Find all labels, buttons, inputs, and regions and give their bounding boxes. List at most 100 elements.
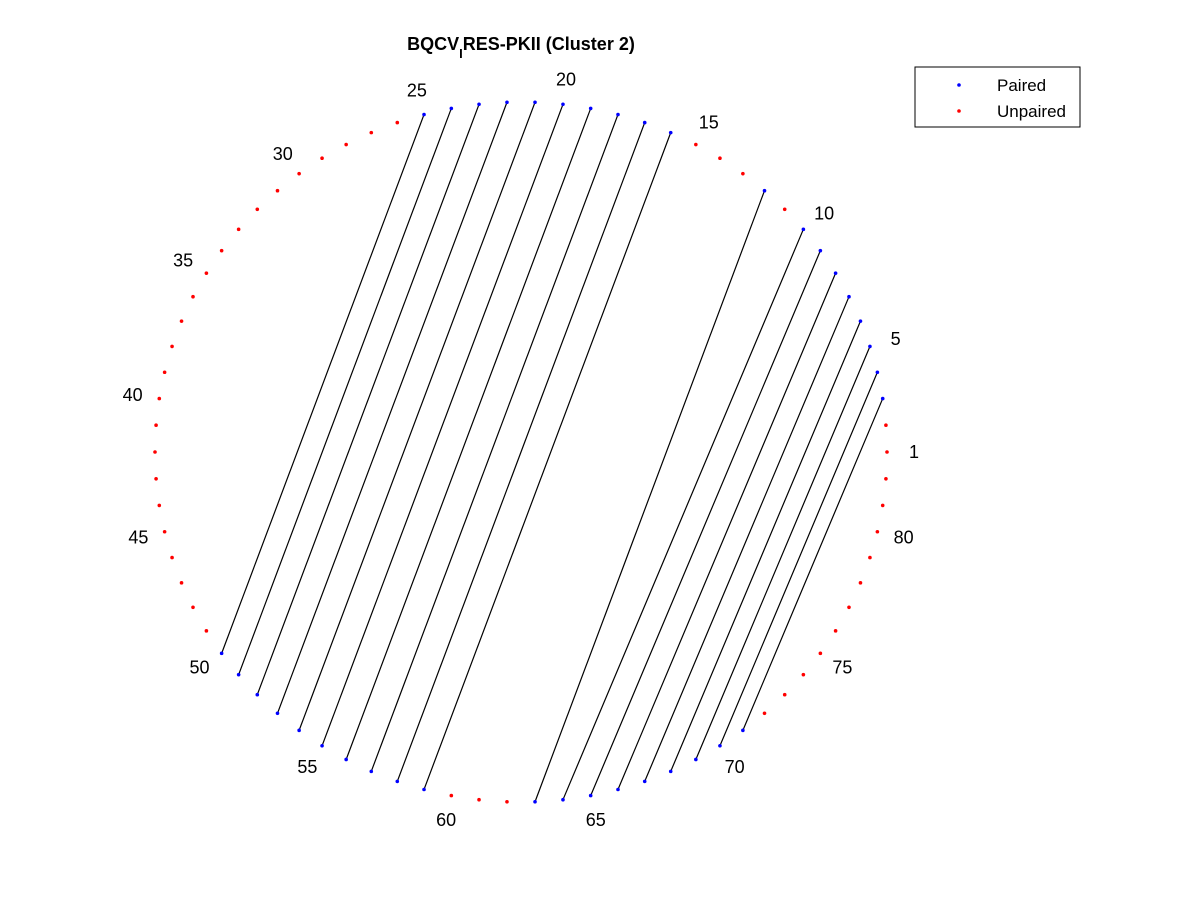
position-label-60: 60 [436,810,456,830]
unpaired-point-27 [369,130,374,135]
unpaired-point-76 [833,629,838,633]
unpaired-point-14 [718,156,722,161]
unpaired-point-61 [477,797,481,802]
unpaired-point-62 [505,799,509,804]
paired-point-56 [344,757,348,762]
unpaired-point-35 [204,271,209,275]
position-label-1: 1 [909,442,919,462]
chart-title-rest: RES-PKII (Cluster 2) [463,34,635,54]
unpaired-point-11 [782,207,787,212]
position-label-20: 20 [556,69,576,89]
unpaired-point-31 [275,188,280,193]
position-label-55: 55 [297,757,317,777]
unpaired-point-47 [179,581,184,585]
unpaired-point-34 [219,248,224,253]
unpaired-point-13 [741,171,745,176]
position-label-65: 65 [586,810,606,830]
position-label-25: 25 [407,80,427,100]
paired-point-59 [422,787,426,792]
unpaired-point-77 [847,605,851,610]
paired-point-68 [668,769,673,774]
paired-point-3 [880,396,885,401]
legend-box [914,66,1081,128]
chart-title: BQCVIRES-PKII (Cluster 2) [407,34,635,61]
paired-point-50 [219,651,224,656]
paired-point-52 [255,692,260,697]
pair-line-18-57 [370,114,619,772]
paired-point-65 [588,793,593,798]
paired-point-53 [275,711,280,716]
paired-point-5 [868,344,872,349]
paired-point-58 [395,779,400,784]
position-label-5: 5 [891,329,901,349]
unpaired-point-26 [395,120,400,125]
unpaired-point-79 [868,555,872,560]
unpaired-point-2 [884,423,888,428]
unpaired-point-49 [204,629,209,633]
pair-line-5-69 [695,346,871,760]
unpaired-point-36 [191,294,195,299]
unpaired-point-72 [762,711,767,716]
unpaired-point-48 [191,605,195,610]
unpaired-point-43 [154,476,158,481]
paired-point-55 [320,743,324,748]
position-label-40: 40 [123,385,143,405]
pair-line-12-63 [534,190,766,802]
unpaired-point-80 [875,529,880,534]
paired-point-71 [741,728,745,733]
unpaired-point-32 [255,207,260,212]
paired-point-54 [297,728,301,733]
position-label-50: 50 [190,658,210,678]
paired-point-16 [668,130,673,135]
unpaired-point-74 [801,672,806,677]
chart-title-subscript: I [459,46,463,61]
unpaired-point-38 [170,344,174,349]
pair-line-16-59 [423,132,672,790]
unpaired-point-33 [236,227,241,232]
unpaired-point-37 [179,319,184,323]
unpaired-point-78 [858,581,863,585]
legend-marker-paired [957,83,961,87]
paired-point-9 [818,248,823,253]
unpaired-point-44 [157,503,162,508]
unpaired-point-46 [170,555,174,560]
pair-line-4-70 [719,372,878,747]
unpaired-point-30 [297,171,301,176]
unpaired-point-73 [782,692,787,697]
paired-point-19 [588,106,593,111]
paired-point-21 [533,100,537,105]
unpaired-point-45 [162,529,167,534]
legend: Paired Unpaired [914,66,1081,128]
pair-line-8-66 [617,272,837,790]
position-label-80: 80 [894,527,914,547]
unpaired-point-81 [880,503,885,508]
position-label-75: 75 [832,658,852,678]
unpaired-point-1 [885,450,889,454]
paired-point-6 [858,319,863,323]
paired-point-24 [449,106,454,111]
pair-line-25-50 [221,114,425,654]
unpaired-point-28 [344,142,348,147]
paired-point-17 [642,120,647,125]
pair-line-17-58 [396,122,646,782]
paired-point-51 [236,672,241,677]
paired-point-7 [847,294,851,299]
paired-point-4 [875,370,880,375]
position-label-45: 45 [128,527,148,547]
position-label-15: 15 [699,113,719,133]
pair-line-6-68 [670,320,862,772]
paired-point-63 [533,799,537,804]
pair-line-20-55 [321,104,564,746]
paired-point-57 [369,769,374,774]
paired-point-25 [422,112,426,117]
unpaired-point-60 [449,793,454,798]
unpaired-point-42 [153,450,157,454]
pair-line-19-56 [345,108,592,760]
paired-point-22 [505,100,509,105]
legend-marker-unpaired [957,109,961,113]
paired-point-64 [561,797,565,802]
unpaired-point-29 [320,156,324,161]
paired-point-23 [477,102,481,107]
